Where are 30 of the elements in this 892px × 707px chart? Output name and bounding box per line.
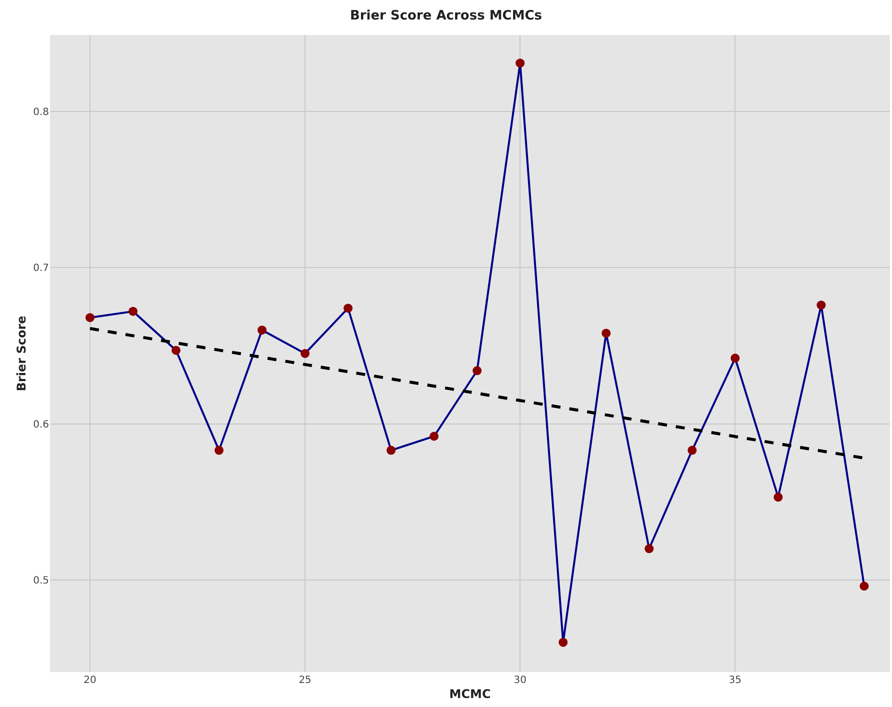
y-tick-label: 0.7 bbox=[33, 263, 49, 274]
point bbox=[386, 446, 396, 455]
point bbox=[688, 446, 697, 455]
x-tick-label: 35 bbox=[728, 675, 742, 686]
point bbox=[558, 638, 568, 647]
point bbox=[172, 346, 181, 355]
point bbox=[644, 544, 654, 554]
x-tick-label: 30 bbox=[514, 675, 526, 686]
y-tick-label: 0.6 bbox=[33, 419, 49, 430]
y-axis-title: Brier Score bbox=[14, 316, 28, 392]
point bbox=[214, 446, 224, 455]
point bbox=[730, 354, 740, 363]
point bbox=[344, 304, 353, 313]
point bbox=[128, 306, 138, 316]
point bbox=[816, 300, 826, 310]
x-tick-label: 25 bbox=[298, 675, 312, 686]
point bbox=[602, 328, 611, 338]
point bbox=[300, 349, 310, 358]
point bbox=[430, 432, 439, 441]
point bbox=[774, 492, 783, 502]
chart-title: Brier Score Across MCMCs bbox=[350, 8, 542, 24]
x-axis-title: MCMC bbox=[449, 686, 491, 701]
point bbox=[472, 366, 482, 376]
point bbox=[516, 58, 525, 68]
point bbox=[86, 313, 94, 322]
y-tick-label: 0.8 bbox=[33, 107, 49, 118]
y-tick-label: 0.5 bbox=[33, 575, 49, 586]
point bbox=[258, 326, 267, 335]
point bbox=[860, 582, 869, 591]
x-tick-label: 20 bbox=[84, 675, 96, 686]
